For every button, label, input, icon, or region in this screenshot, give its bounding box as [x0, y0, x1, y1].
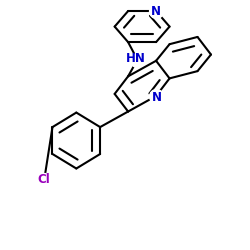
Text: N: N [151, 4, 161, 18]
Text: N: N [152, 91, 162, 104]
Text: HN: HN [126, 52, 146, 65]
Text: Cl: Cl [38, 174, 50, 186]
